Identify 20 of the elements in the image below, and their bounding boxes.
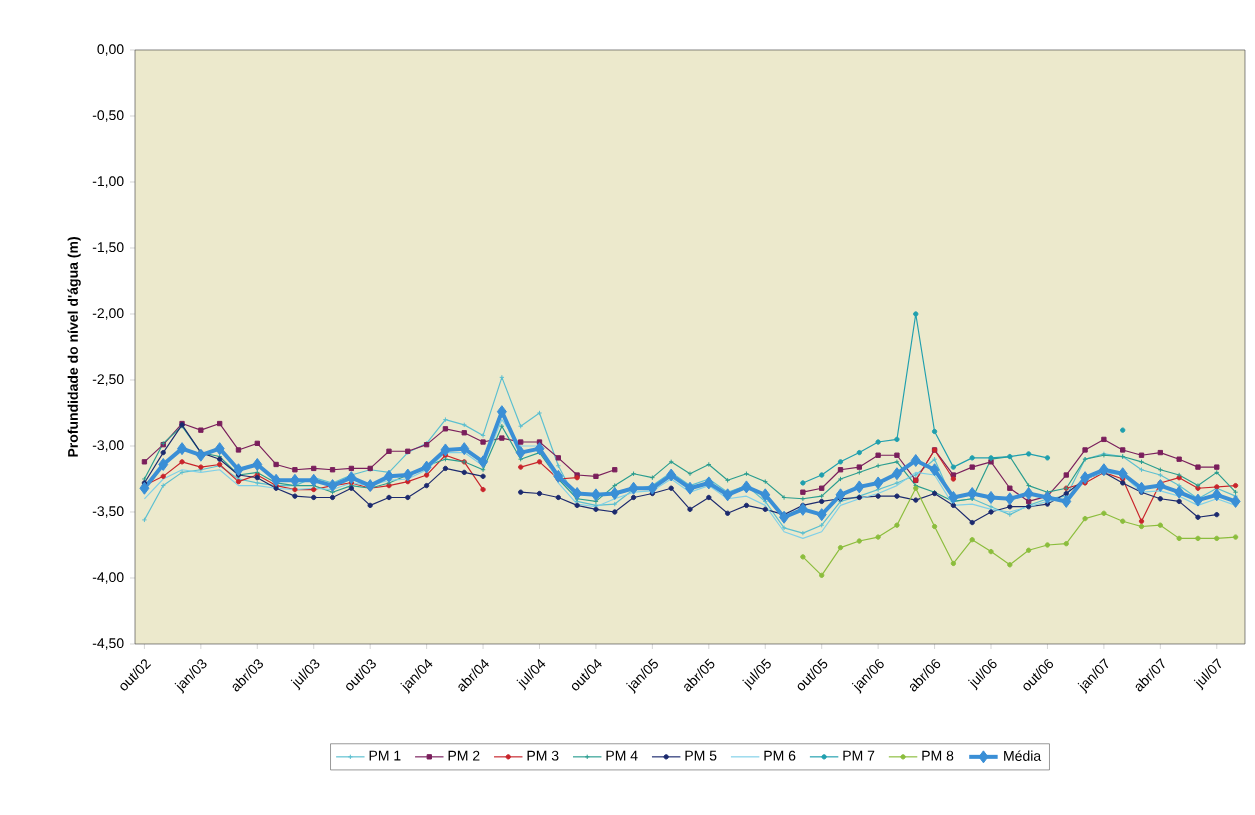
y-tick-label: -2,00 <box>92 308 124 320</box>
legend-label: PM 3 <box>527 750 559 761</box>
legend-label: Média <box>1004 750 1042 761</box>
y-tick-label: -4,50 <box>92 638 124 650</box>
y-tick-label: -2,50 <box>92 374 124 386</box>
legend-label: PM 7 <box>843 750 875 761</box>
legend-label: PM 5 <box>685 750 717 761</box>
legend-label: PM 6 <box>764 750 796 761</box>
y-tick-label: -3,00 <box>92 440 124 452</box>
y-tick-label: 0,00 <box>97 44 124 56</box>
legend-label: PM 2 <box>448 750 480 761</box>
legend-label: PM 8 <box>922 750 954 761</box>
legend-label: PM 4 <box>606 750 638 761</box>
y-tick-label: -1,00 <box>92 176 124 188</box>
y-tick-label: -1,50 <box>92 242 124 254</box>
y-tick-label: -4,00 <box>92 572 124 584</box>
y-tick-label: -0,50 <box>92 110 124 122</box>
y-tick-label: -3,50 <box>92 506 124 518</box>
legend-label: PM 1 <box>369 750 401 761</box>
y-axis-title: Profundidade do nível d'água (m) <box>67 237 81 457</box>
